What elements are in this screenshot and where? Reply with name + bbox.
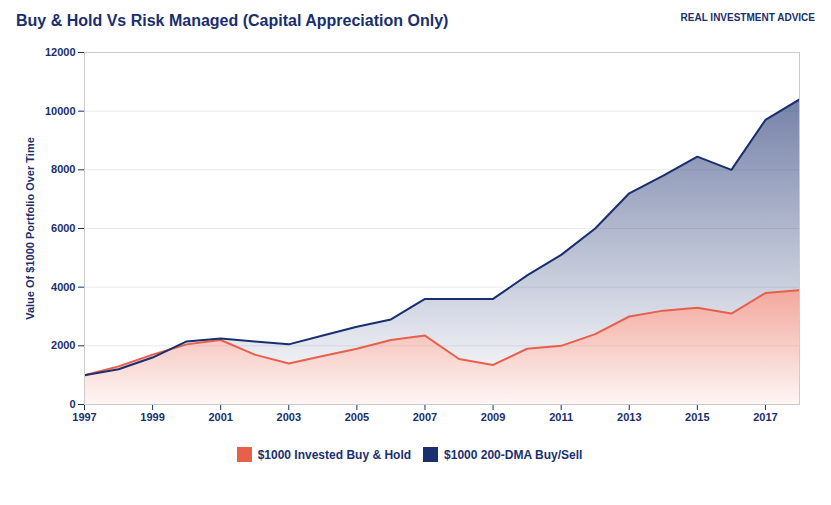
svg-text:8000: 8000	[51, 163, 75, 175]
svg-text:2015: 2015	[685, 411, 709, 423]
svg-text:Value Of $1000 Portfolio Over: Value Of $1000 Portfolio Over Time	[24, 137, 36, 320]
svg-text:1999: 1999	[140, 411, 164, 423]
html-text:$1000 200-DMA Buy/Sell: $1000 200-DMA Buy/Sell	[444, 447, 583, 462]
svg-text:6000: 6000	[51, 222, 75, 234]
svg-text:2013: 2013	[617, 411, 641, 423]
svg-text:2017: 2017	[753, 411, 777, 423]
svg-text:2011: 2011	[549, 411, 573, 423]
svg-text:1997: 1997	[72, 411, 96, 423]
html-text:REAL INVESTMENT ADVICE: REAL INVESTMENT ADVICE	[680, 12, 815, 23]
svg-text:4000: 4000	[51, 281, 75, 293]
html-text:$1000 Invested Buy & Hold: $1000 Invested Buy & Hold	[257, 447, 411, 462]
svg-text:0: 0	[69, 398, 75, 410]
html-text:Buy & Hold Vs Risk Managed (Ca: Buy & Hold Vs Risk Managed (Capital Appr…	[16, 12, 449, 29]
svg-text:10000: 10000	[45, 105, 76, 117]
svg-text:12000: 12000	[45, 46, 76, 58]
svg-text:2001: 2001	[208, 411, 232, 423]
svg-text:2007: 2007	[413, 411, 437, 423]
svg-text:2005: 2005	[345, 411, 369, 423]
svg-text:2003: 2003	[277, 411, 301, 423]
svg-text:2009: 2009	[481, 411, 505, 423]
svg-text:2000: 2000	[51, 339, 75, 351]
